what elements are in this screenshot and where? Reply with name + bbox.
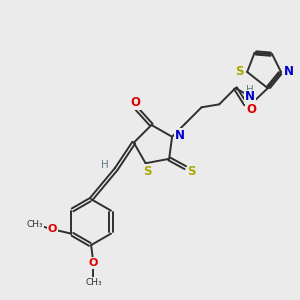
Text: O: O: [246, 103, 256, 116]
Text: CH₃: CH₃: [27, 220, 43, 229]
Text: S: S: [235, 65, 243, 79]
Text: H: H: [246, 85, 254, 94]
Text: N: N: [284, 65, 294, 79]
Text: S: S: [143, 165, 151, 178]
Text: O: O: [89, 258, 98, 268]
Text: N: N: [175, 129, 185, 142]
Text: O: O: [130, 96, 140, 109]
Text: O: O: [47, 224, 57, 234]
Text: N: N: [245, 91, 255, 103]
Text: CH₃: CH₃: [85, 278, 102, 287]
Text: H: H: [101, 160, 109, 170]
Text: S: S: [188, 165, 196, 178]
